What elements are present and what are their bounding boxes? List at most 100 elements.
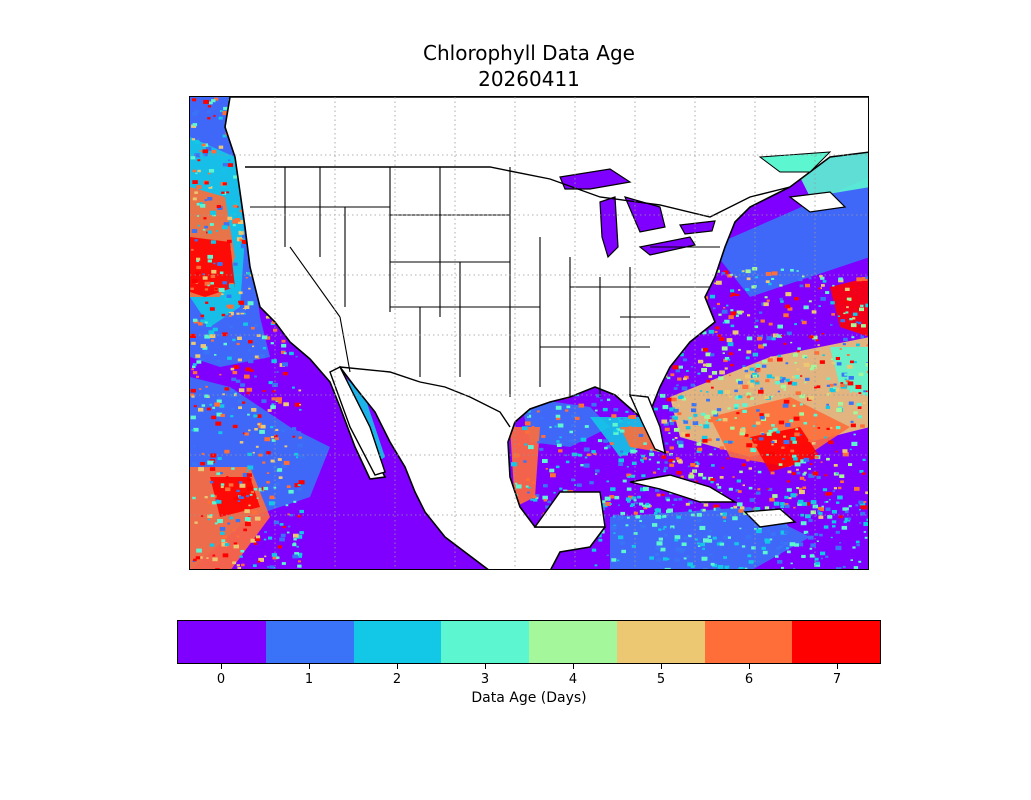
data-age-speckle [232, 224, 236, 227]
data-age-speckle [295, 355, 298, 358]
data-age-speckle [542, 495, 548, 500]
data-age-speckle [843, 312, 846, 315]
data-age-speckle [201, 452, 205, 455]
data-age-speckle [250, 538, 257, 543]
data-age-speckle [569, 430, 573, 434]
data-age-speckle [575, 416, 580, 420]
data-age-speckle [630, 415, 636, 419]
data-age-speckle [734, 542, 739, 546]
data-age-speckle [233, 262, 238, 266]
data-age-speckle [251, 408, 257, 412]
data-age-speckle [231, 407, 235, 411]
data-age-speckle [654, 512, 658, 515]
data-age-speckle [299, 409, 302, 411]
data-age-speckle [835, 567, 842, 569]
data-age-speckle [704, 414, 711, 419]
data-age-speckle [192, 197, 197, 201]
data-age-speckle [640, 458, 644, 462]
data-age-speckle [781, 523, 787, 528]
colorbar-swatch-0 [178, 621, 266, 663]
data-age-speckle [674, 535, 681, 540]
data-age-speckle [855, 540, 860, 544]
data-age-speckle [199, 202, 203, 205]
data-age-speckle [212, 495, 217, 498]
data-age-speckle [706, 539, 713, 543]
map-date: 20260411 [478, 67, 580, 91]
data-age-speckle [778, 463, 783, 466]
data-age-speckle [822, 354, 825, 357]
data-age-speckle [736, 502, 743, 507]
data-age-speckle [194, 521, 198, 524]
data-age-speckle [833, 386, 837, 390]
data-age-speckle [524, 421, 531, 426]
data-age-speckle [860, 424, 865, 428]
data-age-speckle [239, 238, 244, 242]
data-age-speckle [204, 281, 211, 286]
data-age-speckle [754, 381, 760, 385]
data-age-speckle [665, 567, 671, 569]
data-age-speckle [731, 441, 734, 443]
data-age-speckle [648, 458, 652, 461]
data-age-speckle [270, 426, 274, 429]
data-age-speckle [279, 523, 284, 526]
data-age-speckle [241, 240, 248, 244]
data-age-speckle [193, 445, 196, 447]
data-age-speckle [209, 223, 214, 226]
data-age-speckle [695, 480, 698, 483]
data-age-speckle [719, 476, 724, 479]
data-age-speckle [794, 432, 800, 437]
data-age-speckle [738, 395, 743, 399]
data-age-speckle [800, 459, 807, 464]
data-age-speckle [218, 116, 223, 120]
data-age-speckle [669, 459, 674, 463]
data-age-speckle [530, 498, 534, 501]
data-age-speckle [860, 335, 865, 339]
data-age-speckle [805, 502, 811, 506]
data-age-speckle [208, 169, 215, 173]
data-age-speckle [797, 502, 803, 506]
data-age-speckle [242, 473, 249, 477]
data-age-speckle [625, 524, 629, 527]
data-age-speckle [808, 519, 813, 522]
data-age-speckle [758, 389, 764, 394]
data-age-speckle [708, 419, 713, 423]
data-age-speckle [660, 393, 666, 398]
data-age-speckle [255, 535, 261, 539]
data-age-speckle [229, 325, 233, 328]
data-age-speckle [283, 372, 288, 376]
data-age-speckle [762, 550, 768, 555]
data-age-speckle [810, 364, 817, 369]
data-age-speckle [749, 498, 755, 502]
data-age-speckle [549, 468, 555, 473]
data-age-speckle [697, 447, 703, 452]
data-age-speckle [199, 388, 202, 390]
data-age-speckle [643, 486, 649, 491]
data-age-speckle [296, 545, 299, 548]
data-age-speckle [742, 270, 745, 272]
data-age-speckle [803, 421, 808, 425]
data-age-speckle [800, 319, 804, 322]
data-age-speckle [744, 567, 748, 569]
data-age-speckle [663, 470, 666, 473]
data-age-speckle [662, 557, 668, 561]
data-age-speckle [273, 567, 276, 569]
data-age-speckle [832, 525, 836, 528]
data-age-speckle [685, 502, 690, 506]
data-age-speckle [270, 436, 274, 439]
data-age-speckle [766, 336, 773, 341]
data-age-speckle [827, 492, 833, 496]
data-age-speckle [194, 239, 198, 242]
data-age-speckle [777, 334, 782, 338]
data-age-speckle [767, 530, 770, 532]
data-age-speckle [541, 435, 546, 438]
data-age-speckle [723, 307, 726, 309]
data-age-speckle [265, 316, 270, 319]
data-age-speckle [227, 304, 234, 309]
data-age-speckle [212, 406, 216, 409]
data-age-speckle [209, 467, 216, 471]
data-age-speckle [641, 461, 644, 463]
data-age-speckle [192, 98, 197, 102]
data-age-speckle [669, 463, 675, 467]
data-age-speckle [218, 145, 224, 149]
data-age-speckle [817, 344, 820, 346]
